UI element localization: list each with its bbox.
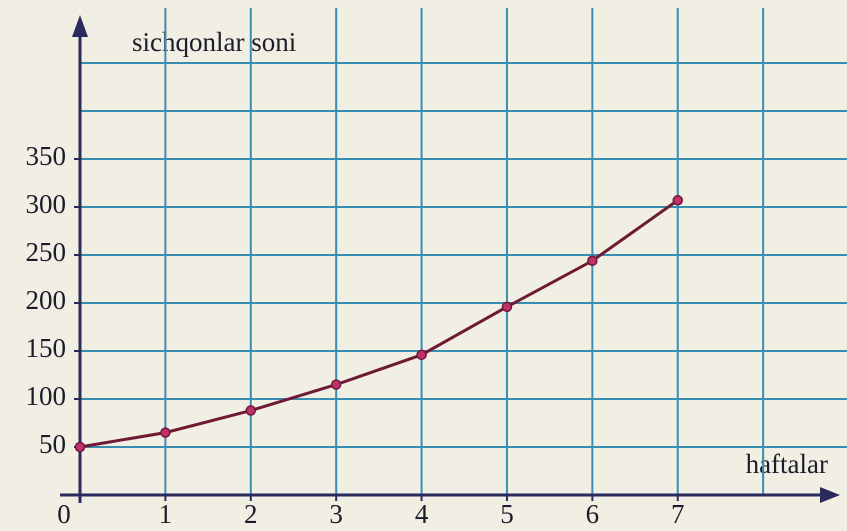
y-tick-label: 100: [26, 381, 67, 411]
x-tick-label: 1: [159, 499, 173, 529]
data-point: [587, 255, 598, 267]
y-tick-label: 150: [26, 333, 67, 363]
y-tick-label: 50: [39, 429, 66, 459]
x-tick-label: 0: [57, 499, 71, 529]
y-tick-label: 250: [26, 237, 67, 267]
data-point: [416, 349, 427, 361]
data-point: [160, 427, 171, 438]
data-point: [74, 441, 86, 453]
data-line: [79, 199, 679, 449]
x-tick-label: 5: [500, 499, 514, 529]
x-tick-label: 7: [671, 499, 685, 529]
x-tick-label: 6: [586, 499, 600, 529]
data-point: [330, 379, 342, 390]
y-axis-label: sichqonlar soni: [132, 27, 296, 57]
data-point: [501, 301, 513, 313]
x-tick-label: 4: [415, 499, 429, 529]
data-point: [245, 405, 257, 416]
x-tick-label: 2: [244, 499, 258, 529]
x-tick-label: 3: [329, 499, 343, 529]
y-tick-label: 350: [26, 141, 67, 171]
data-point: [672, 195, 684, 206]
x-axis-label: haftalar: [746, 449, 828, 479]
x-axis-arrow: [820, 487, 840, 503]
y-tick-label: 200: [26, 285, 67, 315]
y-tick-label: 300: [26, 189, 67, 219]
y-axis-arrow: [72, 15, 88, 37]
